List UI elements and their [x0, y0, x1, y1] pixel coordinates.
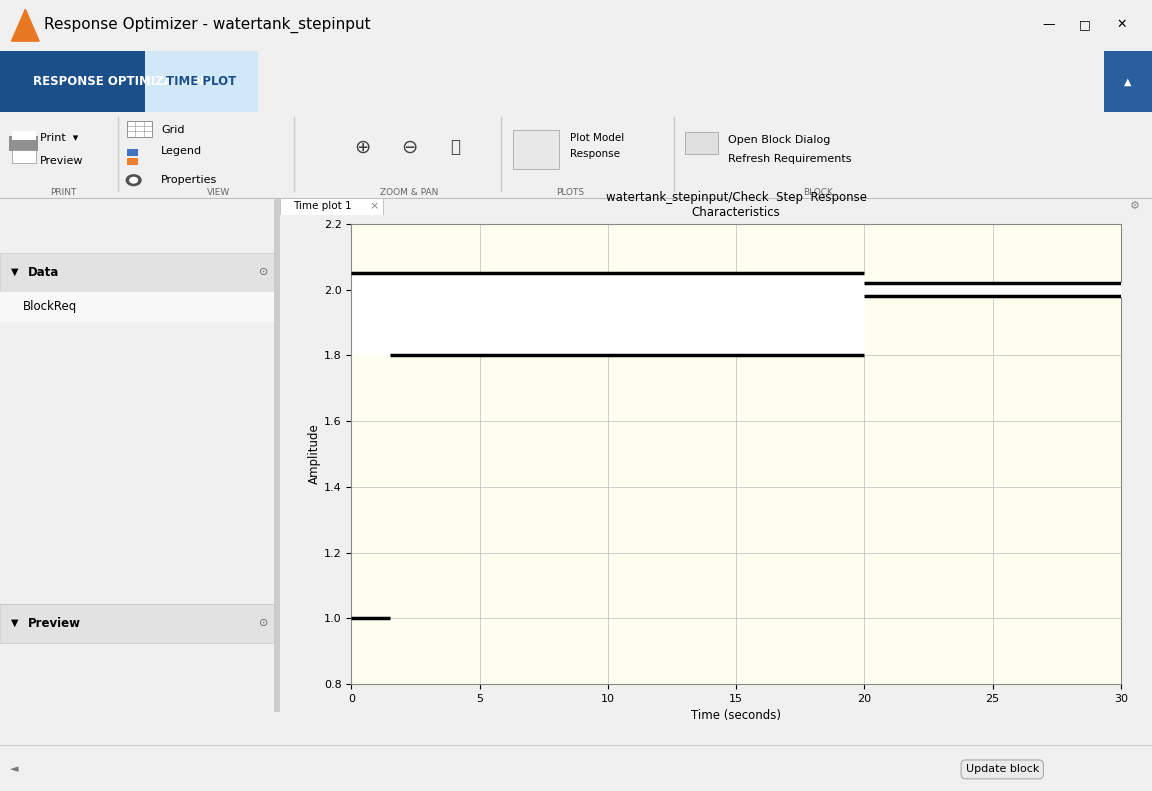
Text: Preview: Preview [28, 617, 81, 630]
Text: Preview: Preview [40, 156, 84, 166]
Bar [0, 604, 280, 643]
Text: Open Block Dialog: Open Block Dialog [728, 135, 831, 146]
Bar [12, 149, 36, 163]
Text: ▼: ▼ [12, 267, 18, 277]
Text: ⊙: ⊙ [259, 267, 268, 277]
Text: ×: × [370, 202, 379, 211]
Bar [1104, 51, 1152, 112]
Text: RESPONSE OPTIMIZATION: RESPONSE OPTIMIZATION [33, 75, 204, 89]
Text: Response: Response [570, 149, 620, 159]
Text: ⚙: ⚙ [1130, 202, 1139, 211]
Bar [9, 136, 38, 151]
Text: Plot Model: Plot Model [570, 134, 624, 143]
Polygon shape [12, 9, 39, 41]
Text: —: — [1043, 18, 1054, 31]
Text: PRINT: PRINT [51, 188, 76, 197]
Text: ✕: ✕ [1116, 18, 1128, 31]
Text: ZOOM & PAN: ZOOM & PAN [380, 188, 438, 197]
Bar [685, 132, 718, 154]
Text: TIME PLOT: TIME PLOT [167, 75, 236, 89]
Text: Data: Data [28, 266, 60, 278]
Text: BLOCK: BLOCK [803, 188, 833, 197]
Text: ⊙: ⊙ [259, 619, 268, 628]
Bar [12, 131, 36, 140]
X-axis label: Time (seconds): Time (seconds) [691, 710, 781, 722]
Text: Grid: Grid [161, 125, 184, 134]
Text: BlockReq: BlockReq [22, 301, 77, 313]
Circle shape [126, 174, 142, 186]
Bar [127, 149, 138, 156]
Text: Properties: Properties [161, 175, 218, 185]
Text: □: □ [1079, 18, 1091, 31]
Text: Legend: Legend [161, 146, 203, 157]
Text: ⊖: ⊖ [401, 138, 417, 157]
Text: Time plot 1: Time plot 1 [293, 202, 351, 211]
Text: Print  ▾: Print ▾ [40, 134, 78, 143]
Text: ⊕: ⊕ [355, 138, 371, 157]
Bar [280, 198, 382, 215]
Bar [274, 199, 280, 712]
Text: ▲: ▲ [1124, 77, 1131, 87]
Bar [513, 130, 559, 169]
Text: PLOTS: PLOTS [556, 188, 584, 197]
Circle shape [129, 176, 138, 184]
Bar [145, 51, 258, 112]
Text: ◄: ◄ [9, 764, 18, 774]
Bar [127, 158, 138, 165]
Bar [127, 121, 152, 137]
Text: Response Optimizer - watertank_stepinput: Response Optimizer - watertank_stepinput [44, 17, 371, 32]
Title: watertank_stepinput/Check  Step  Response
Characteristics: watertank_stepinput/Check Step Response … [606, 191, 866, 218]
Bar [0, 292, 280, 323]
Text: Refresh Requirements: Refresh Requirements [728, 154, 851, 165]
Text: ▼: ▼ [12, 619, 18, 628]
Text: ✋: ✋ [450, 138, 460, 156]
Text: Update block: Update block [965, 764, 1039, 774]
Y-axis label: Amplitude: Amplitude [308, 424, 321, 484]
Bar [0, 253, 280, 292]
Text: VIEW: VIEW [207, 188, 230, 197]
Bar [0, 51, 236, 112]
